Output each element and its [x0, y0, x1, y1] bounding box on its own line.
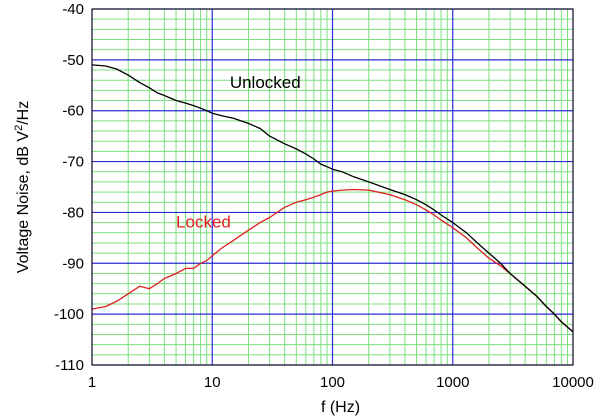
- y-axis-title-unit: /Hz: [15, 101, 32, 125]
- y-axis-tick-labels: -40 -50 -60 -70 -80 -90 -100 -110: [54, 1, 84, 374]
- y-tick-label: -80: [62, 204, 84, 221]
- y-tick-label: -50: [62, 52, 84, 69]
- x-axis-tick-labels: 1 10 100 1000 10000: [88, 374, 594, 391]
- y-axis-title: Voltage Noise, dB V2/Hz: [13, 101, 32, 273]
- y-tick-label: -40: [62, 1, 84, 18]
- y-axis-title-main: Voltage Noise, dB V: [15, 131, 32, 274]
- x-tick-label: 1000: [436, 374, 469, 391]
- series-layer: [91, 64, 574, 333]
- series-line-locked: [91, 188, 574, 333]
- y-tick-label: -70: [62, 154, 84, 171]
- annotation-unlocked: Unlocked: [230, 73, 301, 92]
- x-tick-label: 1: [88, 374, 96, 391]
- y-tick-label: -100: [54, 306, 84, 323]
- series-line-unlocked: [91, 64, 574, 333]
- annotation-locked: Locked: [176, 213, 231, 232]
- series-annotations: Unlocked Locked: [176, 73, 301, 232]
- y-tick-label: -110: [55, 357, 84, 374]
- y-axis-title-superscript: 2: [13, 125, 25, 131]
- y-tick-label: -90: [62, 255, 84, 272]
- x-tick-label: 10000: [552, 374, 594, 391]
- plot-frame: [91, 8, 574, 366]
- x-tick-label: 100: [320, 374, 345, 391]
- x-tick-label: 10: [204, 374, 221, 391]
- x-axis-title: f (Hz): [321, 399, 360, 416]
- y-tick-label: -60: [62, 103, 84, 120]
